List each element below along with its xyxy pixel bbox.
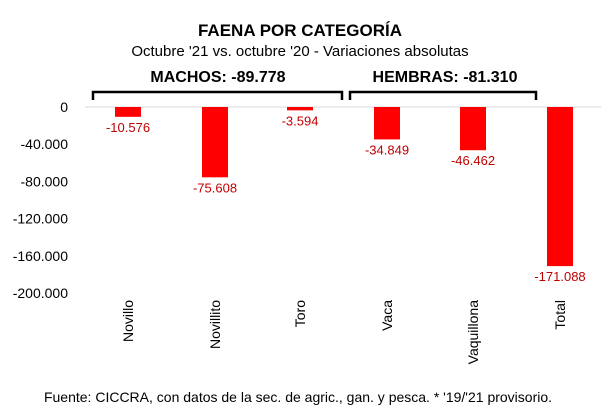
bar-novillo	[115, 107, 141, 117]
data-label: -171.088	[534, 269, 585, 284]
y-tick-label: -200.000	[13, 285, 68, 301]
y-tick-label: -40.000	[21, 136, 69, 152]
y-tick-label: 0	[60, 99, 68, 115]
y-axis: 0 -40.000 -80.000 -120.000 -160.000 -200.000	[13, 99, 601, 301]
data-label: -46.462	[451, 153, 495, 168]
bar-vaca	[374, 107, 400, 140]
x-tick-label: Vaquillona	[465, 300, 481, 365]
data-label: -34.849	[365, 142, 409, 157]
bar-vaquillona	[460, 107, 486, 151]
y-tick-label: -120.000	[13, 211, 68, 227]
chart-subtitle: Octubre '21 vs. octubre '20 - Variacione…	[131, 43, 468, 60]
group-bracket	[348, 90, 538, 100]
x-tick-label: Total	[552, 300, 568, 330]
source-note: Fuente: CICCRA, con datos de la sec. de …	[44, 389, 552, 405]
chart-title: FAENA POR CATEGORÍA	[198, 21, 402, 40]
x-axis-labels: Novillo Novillito Toro Vaca Vaquillona Total	[120, 300, 568, 365]
x-tick-label: Toro	[292, 300, 308, 327]
group-bracket	[91, 90, 344, 100]
x-tick-label: Vaca	[379, 300, 395, 331]
x-tick-label: Novillito	[207, 300, 223, 349]
y-tick-label: -160.000	[13, 248, 68, 264]
bar-novillito	[202, 107, 228, 178]
group-label: MACHOS: -89.778	[150, 69, 285, 86]
bars	[115, 107, 573, 267]
data-labels: -10.576 -75.608 -3.594 -34.849 -46.462 -171.0…	[106, 113, 586, 284]
bar-total	[547, 107, 573, 267]
category-groups: MACHOS: -89.778 HEMBRAS: -81.310	[91, 69, 538, 100]
group-label: HEMBRAS: -81.310	[373, 69, 518, 86]
bar-toro	[287, 107, 313, 111]
data-label: -3.594	[282, 113, 319, 128]
data-label: -10.576	[106, 120, 150, 135]
data-label: -75.608	[193, 180, 237, 195]
y-tick-label: -80.000	[21, 173, 69, 189]
x-tick-label: Novillo	[120, 300, 136, 342]
